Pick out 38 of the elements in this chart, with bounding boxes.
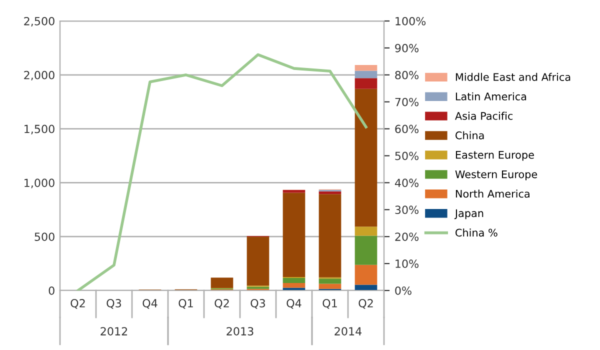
x-tick-label: Q4 bbox=[142, 299, 158, 309]
x-tick-label: Q2 bbox=[358, 299, 373, 309]
legend-label: China % bbox=[456, 228, 498, 237]
legend-label: Asia Pacific bbox=[455, 112, 513, 120]
y-tick-label: 2,500 bbox=[24, 16, 54, 27]
y-tick-label: 0 bbox=[48, 286, 54, 295]
y2-tick-label: 50% bbox=[395, 152, 418, 160]
legend-label: Latin America bbox=[456, 92, 526, 100]
y2-tick-label: 10% bbox=[396, 260, 418, 268]
x-tick-label: Q1 bbox=[322, 299, 337, 309]
y2-tick-label: 100% bbox=[396, 16, 426, 26]
legend-label: Middle East and Africa bbox=[456, 72, 570, 81]
y2-tick-label: 40% bbox=[394, 178, 418, 188]
y2-tick-label: 90% bbox=[395, 44, 418, 52]
x-tick-label: Q1 bbox=[178, 299, 193, 309]
text: 2014 bbox=[334, 327, 362, 336]
x-tick-label: Q2 bbox=[70, 299, 85, 309]
y2-tick-label: 30% bbox=[395, 206, 418, 214]
legend-label: China bbox=[456, 131, 484, 140]
legend-label: Eastern Europe bbox=[456, 151, 534, 161]
y-tick-label: 1,000 bbox=[24, 178, 54, 188]
text: 2012 bbox=[100, 327, 128, 336]
x-tick-label: Q4 bbox=[286, 299, 302, 309]
x-tick-label: Q2 bbox=[214, 299, 229, 309]
y2-tick-label: 70% bbox=[395, 98, 418, 106]
legend-label: Japan bbox=[454, 209, 484, 220]
y-tick-label: 1,500 bbox=[24, 124, 54, 134]
y2-tick-label: 20% bbox=[395, 232, 418, 241]
y2-tick-label: 60% bbox=[395, 124, 418, 134]
x-tick-label: Q3 bbox=[250, 299, 266, 309]
text: 2013 bbox=[226, 327, 254, 336]
x-tick-label: Q3 bbox=[106, 299, 122, 309]
y-tick-label: 2,000 bbox=[24, 70, 54, 80]
legend-label: Western Europe bbox=[455, 170, 538, 180]
y2-tick-label: 0% bbox=[395, 286, 412, 295]
legend-label: North America bbox=[456, 190, 530, 198]
y2-tick-label: 80% bbox=[395, 70, 418, 80]
y-tick-label: 500 bbox=[34, 232, 54, 241]
